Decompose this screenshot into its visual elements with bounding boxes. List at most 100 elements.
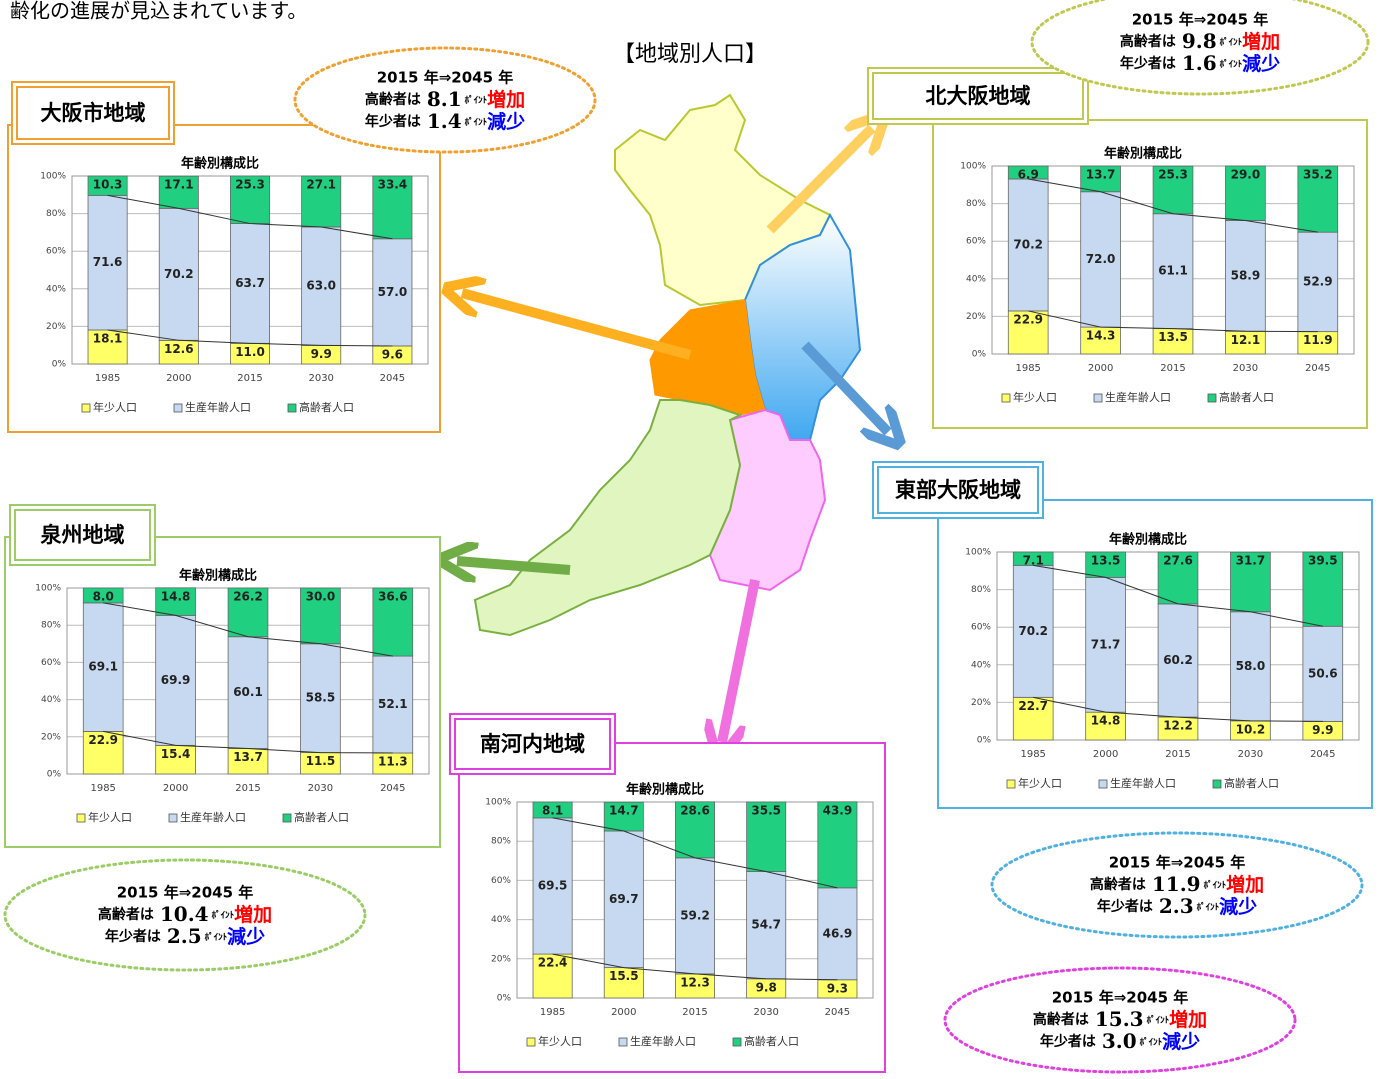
- value-label: 39.5: [1308, 554, 1338, 568]
- arrow: [722, 579, 760, 742]
- region-label: 南河内地域: [480, 732, 585, 756]
- y-tick-label: 100%: [965, 548, 991, 558]
- legend-swatch: [282, 813, 292, 823]
- x-tick-label: 2030: [753, 1007, 778, 1018]
- y-tick-label: 20%: [41, 732, 61, 742]
- legend-swatch: [526, 1037, 536, 1047]
- x-tick-label: 1985: [1020, 749, 1045, 760]
- legend-swatch: [1207, 393, 1217, 403]
- y-tick-label: 20%: [971, 698, 991, 708]
- y-tick-label: 40%: [966, 274, 986, 284]
- callout-change: 減少: [1219, 895, 1257, 918]
- value-label: 52.9: [1303, 274, 1333, 288]
- legend-swatch: [81, 403, 91, 413]
- callout-value: 2.3: [1159, 894, 1194, 918]
- y-tick-label: 80%: [971, 585, 991, 595]
- value-label: 36.6: [378, 590, 408, 604]
- y-tick-label: 100%: [485, 798, 511, 808]
- callout-line: 高齢者は 8.1 ﾎﾟｲﾝﾄ増加: [365, 87, 525, 111]
- bar-segment: [1302, 551, 1344, 627]
- callout-change: 増加: [487, 88, 525, 111]
- callout-unit: ﾎﾟｲﾝﾄ: [1220, 58, 1243, 70]
- bar-segment: [155, 614, 196, 746]
- value-label: 9.8: [756, 980, 777, 994]
- callout-value: 15.3: [1095, 1007, 1144, 1031]
- value-label: 71.6: [93, 255, 123, 269]
- x-tick-label: 2030: [308, 783, 333, 794]
- x-tick-label: 2030: [1233, 363, 1258, 374]
- bar-segment: [1012, 564, 1054, 698]
- y-tick-label: 60%: [491, 876, 511, 886]
- value-label: 61.1: [1158, 264, 1188, 278]
- callout-line: 年少者は 1.4 ﾎﾟｲﾝﾄ減少: [365, 109, 525, 133]
- bar-segment: [675, 973, 715, 999]
- legend-label: 生産年齢人口: [630, 1034, 696, 1048]
- y-tick-label: 0%: [47, 770, 62, 780]
- callout-bubble: [990, 831, 1364, 939]
- callout-line: 高齢者は 15.3 ﾎﾟｲﾝﾄ増加: [1033, 1007, 1207, 1031]
- y-tick-label: 20%: [46, 322, 66, 332]
- callout-change: 増加: [1169, 1008, 1207, 1031]
- y-tick-label: 80%: [966, 199, 986, 209]
- value-label: 25.3: [1158, 168, 1188, 182]
- legend-label: 年少人口: [1013, 390, 1057, 404]
- value-label: 27.6: [1163, 554, 1193, 568]
- value-label: 6.9: [1018, 168, 1039, 182]
- x-tick-label: 2030: [308, 373, 333, 384]
- callout-change: 増加: [234, 903, 272, 926]
- chart-panel: [932, 119, 1368, 429]
- callout-label: 高齢者は: [365, 91, 421, 108]
- callout-label: 年少者は: [105, 928, 161, 945]
- callout-change: 増加: [1226, 873, 1264, 896]
- callout-change: 増加: [1242, 30, 1280, 53]
- value-label: 54.7: [751, 918, 781, 932]
- callout-line: 年少者は 2.5 ﾎﾟｲﾝﾄ減少: [105, 924, 265, 948]
- value-label: 13.7: [1086, 168, 1116, 182]
- bar-segment: [532, 953, 573, 999]
- value-label: 58.5: [306, 691, 336, 705]
- callout-unit: ﾎﾟｲﾝﾄ: [1204, 879, 1227, 891]
- legend-label: 年少人口: [1018, 776, 1062, 790]
- value-label: 10.2: [1236, 722, 1266, 736]
- y-tick-label: 80%: [46, 209, 66, 219]
- value-label: 70.2: [164, 267, 194, 281]
- value-label: 60.1: [233, 685, 263, 699]
- value-label: 63.0: [306, 279, 336, 293]
- arrow: [766, 128, 872, 234]
- legend-swatch: [1001, 393, 1011, 403]
- legend-label: 生産年齢人口: [180, 810, 246, 824]
- x-tick-label: 2015: [235, 783, 260, 794]
- arrow: [801, 341, 888, 432]
- y-tick-label: 40%: [491, 915, 511, 925]
- y-tick-label: 0%: [972, 350, 987, 360]
- callout-line: 年少者は 1.6 ﾎﾟｲﾝﾄ減少: [1120, 51, 1280, 75]
- value-label: 58.9: [1231, 268, 1261, 282]
- callout-period: 2015 年⇒2045 年: [1109, 854, 1246, 872]
- bar-segment: [82, 602, 124, 732]
- callout-period: 2015 年⇒2045 年: [1132, 11, 1269, 29]
- value-label: 12.6: [164, 342, 194, 356]
- map-osaka-city: [649, 299, 766, 416]
- value-label: 18.1: [93, 331, 123, 345]
- x-tick-label: 1985: [95, 373, 120, 384]
- legend-swatch: [1006, 779, 1016, 789]
- map: [457, 93, 888, 742]
- y-tick-label: 100%: [35, 584, 61, 594]
- x-tick-label: 2015: [1165, 749, 1190, 760]
- bar-segment: [301, 226, 342, 346]
- y-tick-label: 80%: [41, 621, 61, 631]
- callout-bubble: [1030, 0, 1370, 96]
- x-tick-label: 2045: [1310, 749, 1335, 760]
- value-label: 59.2: [680, 908, 710, 922]
- callout-bubble: [293, 46, 597, 154]
- arrow: [457, 561, 571, 570]
- bar-segment: [227, 748, 269, 775]
- value-label: 22.4: [538, 956, 568, 970]
- callout-period: 2015 年⇒2045 年: [377, 69, 514, 87]
- bar-segment: [1080, 326, 1121, 355]
- legend-label: 高齢者人口: [299, 400, 354, 414]
- x-tick-label: 2030: [1238, 749, 1263, 760]
- callout-unit: ﾎﾟｲﾝﾄ: [1197, 901, 1220, 913]
- value-label: 9.9: [1312, 723, 1333, 737]
